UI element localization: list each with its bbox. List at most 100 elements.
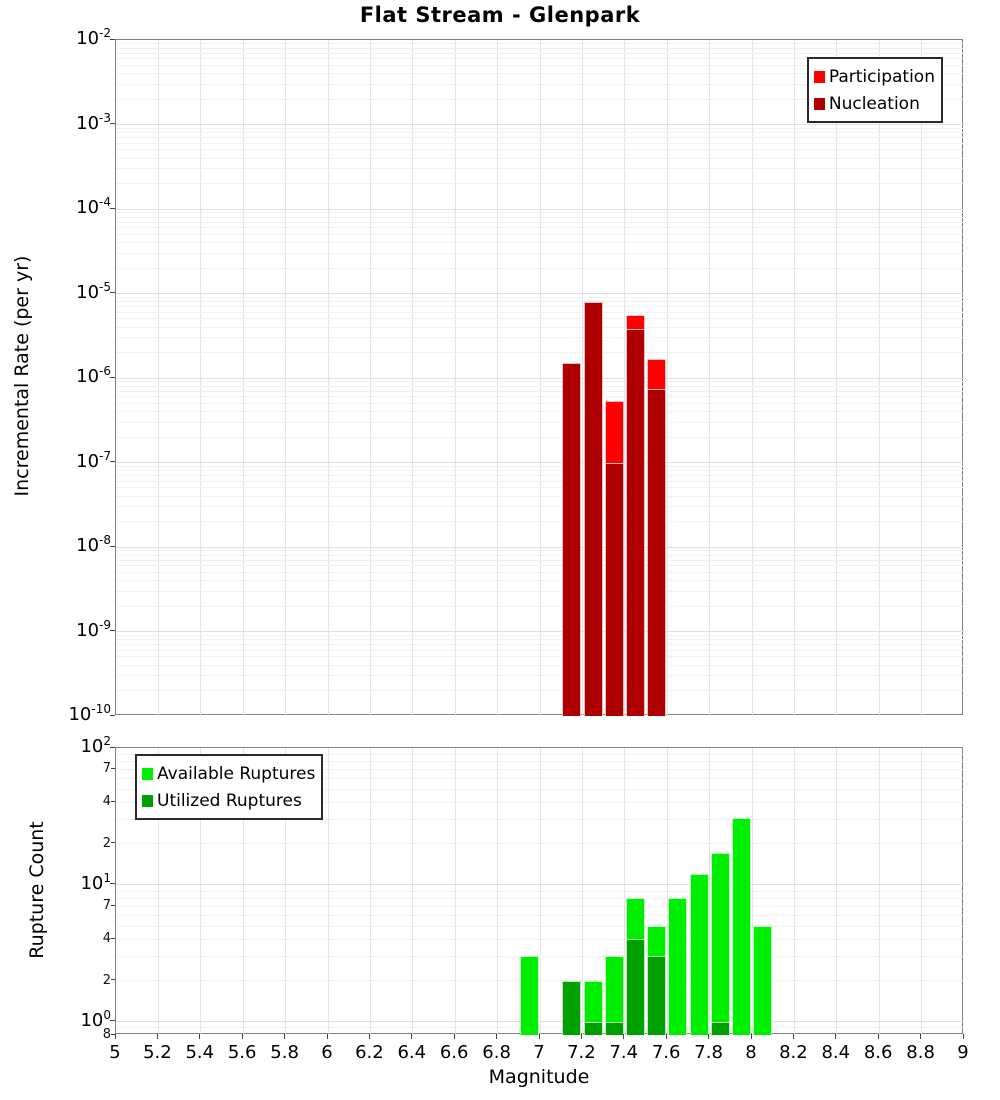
- gridline: [116, 521, 964, 523]
- bar-nucleation: [647, 389, 667, 716]
- x-tick: [920, 1034, 922, 1039]
- participation-swatch: [813, 70, 825, 83]
- gridline: [116, 352, 964, 354]
- y-tick-label: 10-6: [76, 364, 111, 387]
- gridline: [116, 242, 964, 244]
- x-tick: [750, 1034, 752, 1039]
- y-tick-label: 10-3: [76, 110, 111, 134]
- x-tick: [496, 1034, 498, 1039]
- gridline: [116, 252, 964, 254]
- gridline: [116, 753, 964, 755]
- y-minor-tick-label: 4: [102, 931, 111, 947]
- legend-item: Nucleation: [813, 90, 935, 117]
- y-tick: [110, 461, 115, 462]
- x-tick: [877, 1034, 879, 1039]
- y-tick-label: 10-9: [76, 617, 111, 641]
- gridline: [116, 664, 964, 666]
- gridline: [116, 760, 964, 762]
- gridline: [116, 506, 964, 508]
- x-tick-label: 5.8: [270, 1042, 299, 1063]
- x-tick-label: 6.2: [355, 1042, 384, 1063]
- x-axis-title: Magnitude: [488, 1066, 590, 1088]
- y-tick: [110, 714, 115, 716]
- gridline: [116, 293, 964, 294]
- x-tick-label: 8.8: [906, 1042, 935, 1063]
- gridline: [116, 565, 964, 567]
- x-tick-label: 5.6: [227, 1042, 257, 1063]
- gridline: [116, 777, 964, 779]
- gridline: [116, 311, 964, 313]
- gridline: [116, 462, 964, 463]
- gridline: [116, 644, 964, 646]
- gridline: [116, 897, 964, 899]
- gridline: [116, 52, 964, 54]
- bar-available-ruptures: [753, 926, 773, 1035]
- gridline: [116, 1021, 964, 1023]
- top-plot-area: Participation Nucleation: [115, 39, 964, 716]
- gridline: [116, 634, 964, 636]
- y-tick: [110, 545, 115, 547]
- x-tick: [411, 1034, 413, 1039]
- gridline: [116, 58, 964, 60]
- y-tick: [111, 1033, 115, 1035]
- bar-nucleation: [562, 363, 582, 716]
- y-tick-label: 100: [80, 1007, 111, 1031]
- y-tick: [110, 292, 115, 293]
- gridline: [116, 631, 964, 632]
- gridline: [116, 221, 964, 223]
- bar-utilized-ruptures: [647, 956, 667, 1035]
- x-tick: [538, 1034, 540, 1039]
- gridline: [116, 436, 964, 438]
- y-minor-tick-label: 2: [102, 835, 111, 851]
- gridline: [116, 47, 964, 49]
- y-tick: [110, 123, 115, 124]
- bar-utilized-ruptures: [625, 939, 645, 1035]
- x-tick-label: 8: [745, 1042, 757, 1063]
- y-minor-tick-label: 8: [102, 1027, 111, 1042]
- x-tick: [453, 1034, 455, 1039]
- legend-box: Available Ruptures Utilized Ruptures: [135, 754, 324, 820]
- gridline: [116, 142, 964, 144]
- gridline: [116, 914, 964, 916]
- y-tick: [111, 767, 115, 769]
- legend-label: Utilized Ruptures: [157, 790, 302, 811]
- gridline: [116, 124, 964, 125]
- y-tick-label: 10-2: [76, 26, 111, 49]
- x-tick-label: 6.4: [397, 1042, 427, 1063]
- x-tick-label: 7.6: [651, 1042, 681, 1063]
- gridline: [116, 208, 964, 210]
- gridline: [116, 495, 964, 497]
- x-tick-label: 6.8: [482, 1042, 511, 1063]
- gridline: [116, 590, 964, 592]
- x-tick-label: 7: [533, 1042, 545, 1063]
- y-tick: [110, 630, 115, 631]
- gridline: [116, 216, 964, 218]
- bar-utilized-ruptures: [562, 980, 582, 1035]
- bar-nucleation: [625, 329, 645, 716]
- y-tick-label: 10-7: [76, 448, 111, 472]
- legend-item: Participation: [813, 63, 935, 90]
- x-tick: [580, 1034, 582, 1039]
- gridline: [116, 571, 964, 573]
- bar-utilized-ruptures: [710, 1021, 730, 1035]
- gridline: [116, 656, 964, 658]
- gridline: [116, 890, 964, 892]
- y-tick: [111, 979, 115, 981]
- gridline: [116, 168, 964, 170]
- nucleation-swatch: [813, 97, 825, 110]
- gridline: [116, 402, 964, 404]
- bottom-y-axis-title: Rupture Count: [26, 821, 48, 959]
- gridline: [116, 183, 964, 185]
- gridline: [116, 149, 964, 151]
- gridline: [116, 301, 964, 303]
- bar-available-ruptures: [689, 874, 709, 1035]
- gridline: [116, 233, 964, 235]
- x-tick: [665, 1034, 667, 1039]
- x-tick-label: 7.2: [567, 1042, 596, 1063]
- y-minor-tick-label: 7: [102, 761, 111, 777]
- gridline: [116, 884, 964, 886]
- gridline: [116, 326, 964, 328]
- y-tick: [110, 746, 115, 748]
- gridline: [116, 559, 964, 561]
